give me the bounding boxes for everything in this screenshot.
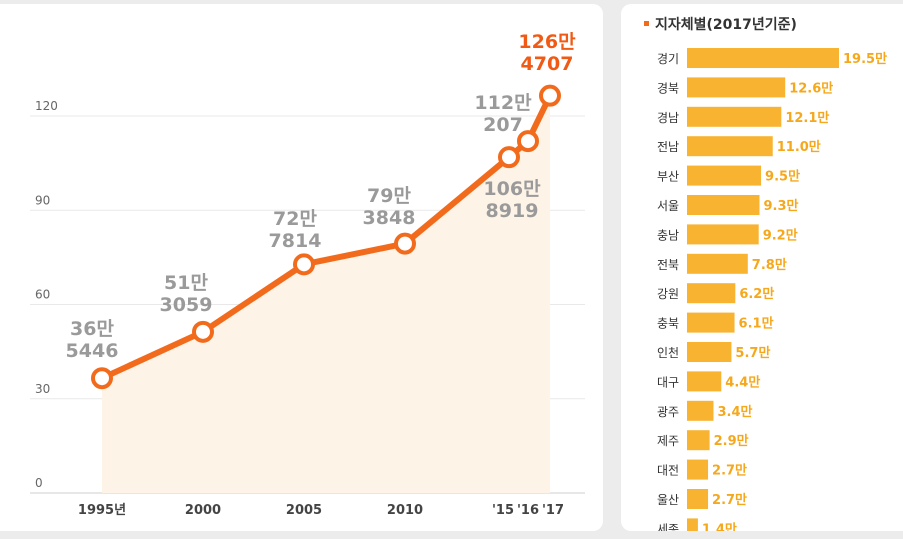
bar-value-label: 12.6만 (789, 80, 833, 96)
bar (687, 400, 714, 421)
data-point (517, 130, 539, 153)
bar-value-label: 3.4만 (718, 404, 753, 420)
data-label: 3848 (363, 207, 416, 229)
title-marker-icon (644, 21, 649, 26)
bar (687, 518, 698, 531)
category-label: 세종 (657, 522, 679, 531)
x-tick-label: 1995년 (78, 503, 126, 518)
bar-chart-title: 지자체별(2017년기준) (655, 16, 797, 33)
bar (687, 312, 735, 333)
y-tick-label: 30 (35, 382, 50, 396)
category-label: 광주 (657, 405, 679, 419)
category-label: 강원 (657, 287, 679, 301)
category-label: 대구 (657, 375, 679, 389)
data-label: 7814 (269, 230, 322, 252)
bar (687, 489, 709, 509)
area-fill (102, 95, 550, 494)
x-tick-label: 2000 (185, 503, 221, 518)
data-label: 207 (483, 114, 523, 136)
bar-value-label: 2.7만 (712, 492, 747, 508)
bar (687, 253, 748, 274)
y-tick-label: 60 (35, 288, 50, 302)
bar (687, 371, 722, 392)
x-tick-label: 2005 (286, 503, 322, 518)
category-label: 전북 (657, 258, 679, 272)
data-label: 3059 (160, 294, 213, 316)
category-label: 충남 (657, 228, 679, 242)
category-label: 인천 (657, 345, 679, 360)
data-label: 51만 (164, 272, 208, 294)
data-point (498, 146, 520, 169)
data-label: 126만 (518, 31, 576, 53)
bar (687, 165, 762, 186)
data-label: 72만 (273, 208, 317, 230)
bar (687, 342, 732, 362)
category-label: 서울 (657, 199, 679, 213)
data-label: 5446 (66, 340, 119, 362)
bar-value-label: 9.3만 (763, 198, 798, 214)
y-tick-label: 0 (35, 476, 43, 490)
bar (687, 459, 709, 480)
category-label: 제주 (657, 434, 679, 448)
bar (687, 430, 710, 451)
x-tick-label: '15 (492, 503, 514, 518)
data-label: 4707 (521, 53, 574, 75)
category-label: 충북 (657, 317, 679, 331)
x-tick-label: 2010 (387, 503, 423, 518)
category-label: 경기 (657, 52, 679, 66)
data-label: 106만 (483, 178, 541, 200)
category-label: 경남 (657, 111, 679, 125)
bar-value-label: 5.7만 (735, 345, 770, 361)
category-label: 대전 (657, 464, 679, 478)
data-label: 8919 (486, 200, 539, 222)
data-point (394, 232, 416, 255)
bar-value-label: 4.4만 (725, 374, 760, 390)
data-point (91, 367, 113, 390)
bar-value-label: 7.8만 (752, 257, 787, 273)
bar-value-label: 9.5만 (765, 169, 800, 185)
bar-value-label: 19.5만 (843, 51, 887, 67)
data-label: 112만 (474, 92, 532, 114)
y-tick-label: 90 (35, 193, 50, 207)
category-label: 부산 (657, 170, 679, 184)
bar (687, 224, 759, 245)
bar-value-label: 6.2만 (739, 286, 774, 302)
bar (687, 48, 839, 68)
x-tick-label: '17 (542, 503, 564, 518)
data-point (192, 320, 214, 343)
y-tick-label: 120 (35, 99, 58, 113)
data-point (293, 253, 315, 276)
category-label: 경북 (657, 81, 679, 95)
bar (687, 195, 760, 215)
bar-value-label: 12.1만 (785, 110, 829, 126)
bar-value-label: 9.2만 (763, 227, 798, 243)
data-label: 36만 (70, 318, 114, 340)
bar-value-label: 6.1만 (739, 316, 774, 332)
data-label: 79만 (367, 185, 411, 207)
category-label: 울산 (657, 493, 679, 507)
data-point (539, 84, 561, 107)
bar-value-label: 2.7만 (712, 463, 747, 479)
bar (687, 136, 773, 157)
bar (687, 283, 736, 304)
bar (687, 106, 782, 127)
x-tick-label: '16 (517, 503, 539, 518)
line-chart-panel: 0 30 60 90 120 1995년 2000 2005 2010'15'16'17 36만 5… (0, 4, 603, 531)
category-label: 전남 (657, 140, 679, 154)
bar-value-label: 2.9만 (714, 433, 749, 449)
bar-value-label: 1.4만 (702, 521, 737, 531)
bar (687, 77, 786, 98)
bar-value-label: 11.0만 (777, 139, 821, 155)
